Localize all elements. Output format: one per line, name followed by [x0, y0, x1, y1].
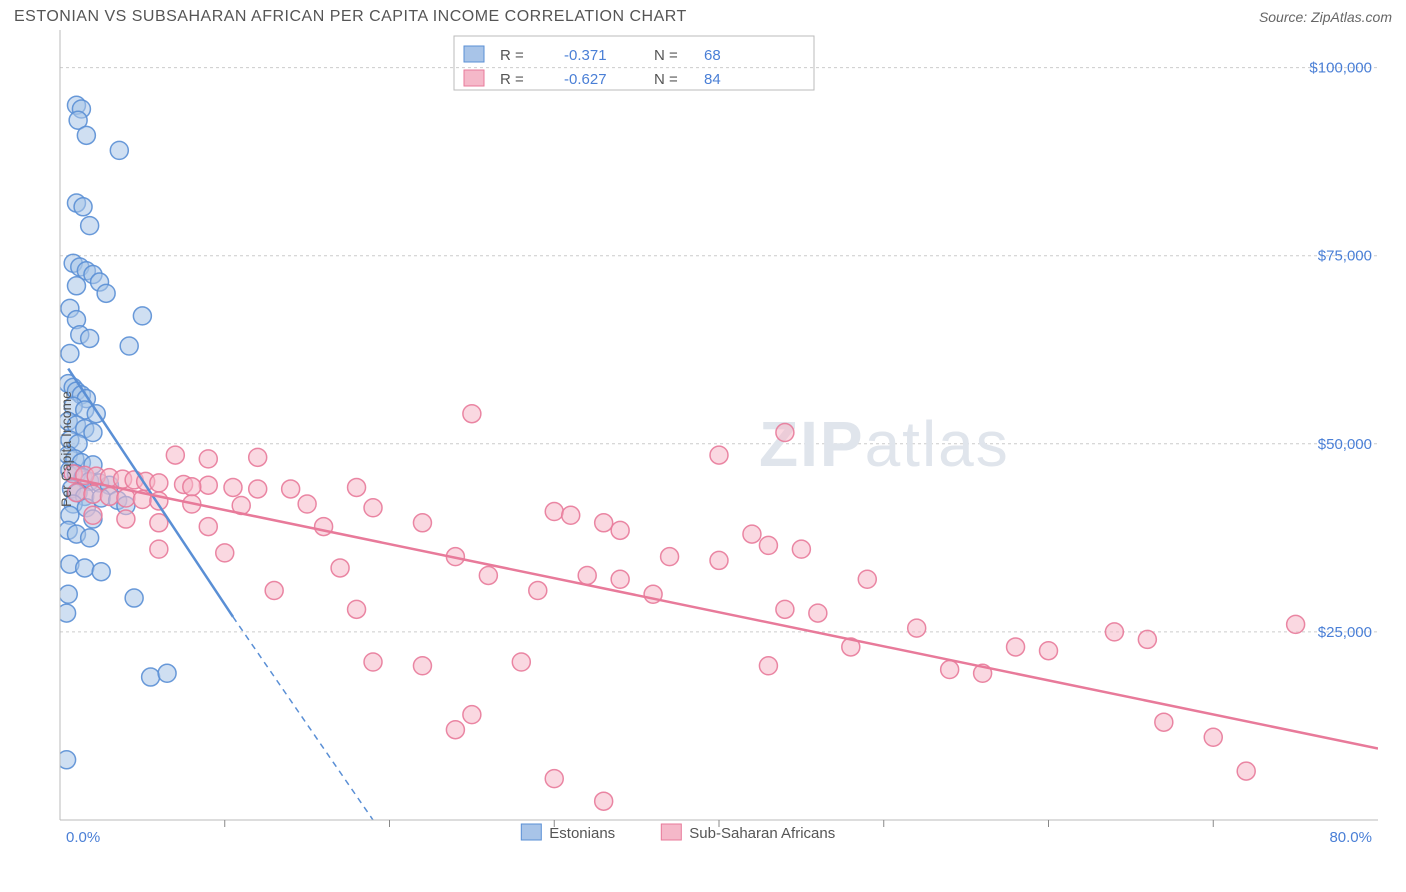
- svg-text:Estonians: Estonians: [549, 825, 615, 842]
- svg-text:-0.371: -0.371: [564, 47, 607, 64]
- legend-stats: R = -0.371 N = 68 R = -0.627 N = 84: [454, 36, 814, 90]
- svg-text:ZIPatlas: ZIPatlas: [759, 408, 1010, 480]
- y-tick-label: $75,000: [1318, 248, 1372, 265]
- x-tick-label: 80.0%: [1329, 829, 1372, 846]
- x-tick-label: 0.0%: [66, 829, 100, 846]
- correlation-chart: ZIPatlas $25,000 $50,000 $75,000 $100,000 0.0…: [14, 30, 1392, 868]
- y-axis-label: Per Capita Income: [58, 391, 74, 507]
- chart-title: ESTONIAN VS SUBSAHARAN AFRICAN PER CAPIT…: [14, 8, 687, 26]
- legend-series: Estonians Sub-Saharan Africans: [521, 824, 835, 842]
- svg-text:N =: N =: [654, 71, 678, 88]
- source-label: Source: ZipAtlas.com: [1259, 9, 1392, 25]
- svg-text:Sub-Saharan Africans: Sub-Saharan Africans: [689, 825, 835, 842]
- svg-text:R =: R =: [500, 71, 524, 88]
- y-tick-label: $25,000: [1318, 624, 1372, 641]
- y-tick-label: $100,000: [1309, 60, 1372, 77]
- svg-text:84: 84: [704, 71, 721, 88]
- svg-text:-0.627: -0.627: [564, 71, 607, 88]
- y-tick-label: $50,000: [1318, 436, 1372, 453]
- svg-text:R =: R =: [500, 47, 524, 64]
- svg-text:68: 68: [704, 47, 721, 64]
- svg-text:N =: N =: [654, 47, 678, 64]
